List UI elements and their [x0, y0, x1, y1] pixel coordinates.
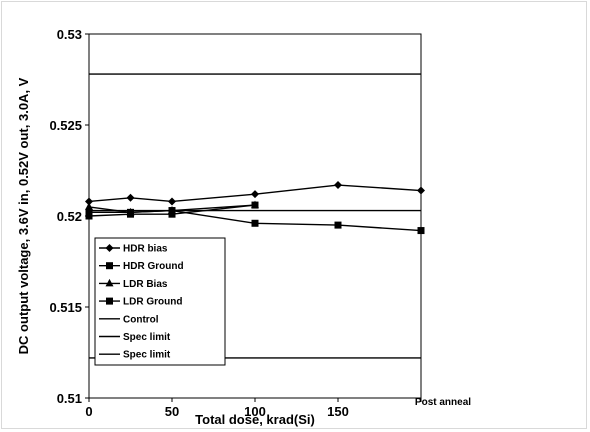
- data-point: [334, 221, 342, 229]
- series-line: [88, 204, 256, 214]
- legend-entry: Control: [99, 314, 159, 325]
- y-axis: 0.51 0.515 0.52 0.525 0.53: [49, 27, 89, 406]
- data-point: [85, 208, 93, 216]
- legend-entry: LDR Ground: [99, 297, 182, 308]
- x-tick-label: 150: [327, 404, 349, 419]
- data-point: [168, 197, 176, 206]
- data-point: [251, 219, 259, 227]
- data-point: [251, 190, 259, 199]
- series-line: [88, 204, 256, 217]
- y-tick-label: 0.53: [57, 27, 82, 42]
- data-point: [127, 210, 134, 218]
- data-point: [85, 212, 93, 220]
- x-tick-label: 50: [165, 404, 179, 419]
- legend-entry: Spec limit: [99, 350, 171, 361]
- data-point: [85, 202, 93, 210]
- legend-label: Spec limit: [123, 350, 171, 361]
- legend-label: Spec limit: [123, 332, 171, 343]
- y-tick-label: 0.515: [49, 300, 82, 315]
- data-point: [126, 193, 135, 202]
- data-point: [168, 210, 176, 218]
- y-tick-label: 0.52: [57, 209, 82, 224]
- legend: HDR bias HDR Ground LDR Bias LDR Ground Cont…: [94, 237, 226, 366]
- x-tick-label: Post anneal: [415, 397, 471, 408]
- legend-marker: [106, 297, 113, 305]
- legend-label: LDR Bias: [123, 279, 168, 290]
- series-3: [85, 201, 259, 220]
- data-point: [417, 186, 425, 195]
- series-line: [88, 184, 422, 203]
- legend-label: HDR Ground: [123, 261, 184, 272]
- x-axis-title: Total dose, krad(Si): [195, 412, 315, 427]
- legend-label: HDR bias: [123, 244, 168, 255]
- legend-entry: Spec limit: [99, 332, 171, 343]
- data-point: [85, 197, 93, 206]
- legend-entry: HDR Ground: [99, 261, 184, 272]
- x-tick-label: 0: [85, 404, 92, 419]
- legend-entry: HDR bias: [99, 244, 168, 255]
- data-point: [251, 201, 259, 209]
- data-point: [334, 181, 342, 190]
- y-tick-label: 0.525: [49, 118, 82, 133]
- legend-marker: [106, 262, 113, 270]
- x-tick-label: 100: [244, 404, 266, 419]
- y-tick-label: 0.51: [57, 391, 82, 406]
- legend-label: LDR Ground: [123, 297, 182, 308]
- y-axis-title: DC output voltage, 3.6V in, 0.52V out, 3…: [16, 77, 31, 354]
- legend-marker: [105, 278, 114, 287]
- data-point: [417, 227, 425, 235]
- legend-marker: [105, 244, 114, 252]
- series-0: [85, 181, 425, 206]
- series-layer: [85, 73, 425, 359]
- series-line: [89, 209, 422, 232]
- legend-entry: LDR Bias: [99, 278, 168, 290]
- legend-label: Control: [123, 314, 159, 325]
- x-axis: 0 50 100 150 Post anneal: [85, 397, 471, 419]
